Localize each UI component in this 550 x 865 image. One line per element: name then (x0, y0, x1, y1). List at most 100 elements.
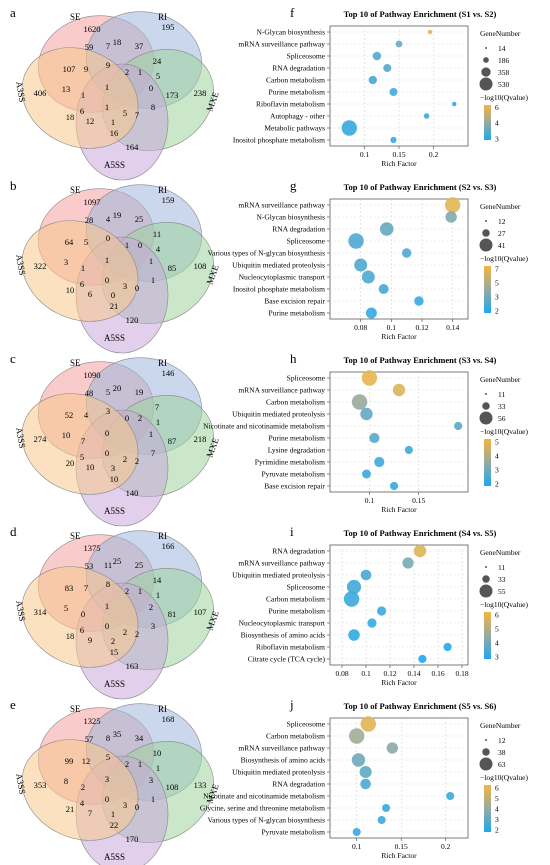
venn-region-value: 108 (194, 261, 207, 271)
venn-region-value: 0 (138, 240, 142, 250)
set-label-se: SE (70, 185, 81, 195)
set-label-se: SE (70, 12, 81, 22)
x-axis-label: Rich Factor (381, 332, 417, 341)
data-point (401, 248, 412, 258)
venn-region-value: 8 (106, 579, 110, 589)
color-legend-title: −log10(Qvalue) (480, 93, 528, 102)
venn-region-value: 2 (123, 627, 127, 637)
venn-region-value: 9 (84, 64, 88, 74)
venn-region-value: 1325 (84, 716, 101, 726)
y-tick-label: Carbon metabolism (266, 76, 325, 85)
color-legend-title: −log10(Qvalue) (480, 254, 528, 263)
venn-region-value: 52 (65, 410, 74, 420)
venn-region-value: 170 (126, 834, 139, 844)
size-legend-marker (482, 575, 490, 583)
venn-region-value: 0 (105, 621, 109, 631)
set-label-a5ss: A5SS (104, 852, 125, 862)
venn-region-value: 0 (81, 609, 85, 619)
y-tick-label: N-Glycan biosynthesis (256, 213, 325, 222)
venn-region-value: 25 (135, 560, 144, 570)
y-tick-label: Ubiquitin mediated proteolysis (232, 261, 325, 270)
data-point (372, 51, 382, 61)
venn-region-value: 15 (110, 647, 119, 657)
data-point (368, 75, 377, 85)
size-legend-label: 11 (498, 563, 505, 572)
venn-region-value: 21 (110, 301, 119, 311)
y-tick-label: Inositol phosphate metabolism (233, 285, 325, 294)
data-point (369, 432, 380, 444)
y-tick-label: Nicotinate and nicotinamide metabolism (203, 422, 325, 431)
y-tick-label: mRNA surveillance pathway (238, 386, 325, 395)
data-point (443, 642, 452, 652)
venn-region-value: 1097 (84, 197, 101, 207)
venn-region-value: 5 (106, 387, 110, 397)
venn-region-value: 0 (105, 794, 109, 804)
y-tick-label: Base excision repair (264, 297, 325, 306)
venn-region-value: 159 (162, 195, 175, 205)
y-tick-label: Pyrimidine metabolism (255, 458, 325, 467)
venn-region-value: 314 (34, 607, 48, 617)
y-tick-label: Carbon metabolism (266, 732, 325, 741)
color-legend-label: 2 (495, 480, 499, 489)
y-tick-label: Riboflavin metabolism (256, 100, 325, 109)
color-legend-label: 6 (495, 610, 499, 619)
venn-region-value: 0 (135, 802, 139, 812)
color-legend-label: 6 (495, 783, 499, 792)
y-tick-label: RNA degradation (272, 225, 325, 234)
venn-region-value: 2 (123, 454, 127, 464)
data-point (379, 222, 394, 236)
size-legend-marker (479, 411, 493, 425)
x-tick-label: 0.1 (360, 150, 370, 159)
venn-region-value: 0 (105, 448, 109, 458)
data-point (402, 557, 414, 569)
color-legend-label: 4 (495, 805, 499, 814)
data-point (354, 258, 368, 272)
venn-region-value: 35 (113, 729, 122, 739)
size-legend-label: 12 (498, 217, 506, 226)
data-point (444, 197, 461, 213)
venn-region-value: 1 (138, 67, 142, 77)
size-legend-label: 186 (498, 56, 510, 65)
venn-region-value: 3 (105, 774, 109, 784)
set-label-se: SE (70, 531, 81, 541)
venn-region-value: 21 (66, 804, 75, 814)
venn-set-a3ss (21, 47, 139, 149)
size-legend-marker (482, 748, 490, 756)
y-tick-label: RNA degradation (272, 780, 325, 789)
venn-region-value: 5 (64, 603, 68, 613)
size-legend-title: GeneNumber (480, 29, 521, 38)
venn-region-value: 146 (162, 368, 175, 378)
venn-region-value: 10 (62, 430, 71, 440)
set-label-a5ss: A5SS (104, 506, 125, 516)
x-axis-label: Rich Factor (381, 678, 417, 687)
y-tick-label: Ubiquitin mediated proteolysis (232, 768, 325, 777)
venn-region-value: 14 (153, 575, 162, 585)
size-legend-label: 33 (498, 575, 506, 584)
venn-region-value: 274 (34, 434, 48, 444)
size-legend-marker (485, 566, 487, 568)
data-point (392, 383, 406, 397)
y-tick-label: Lysine degradation (268, 446, 326, 455)
venn-region-value: 322 (34, 261, 47, 271)
venn-region-value: 4 (80, 798, 85, 808)
color-legend-label: 3 (495, 293, 499, 302)
data-point (377, 606, 387, 616)
bubble-chart-f: f Top 10 of Pathway Enrichment (S1 vs. S2… (233, 5, 529, 168)
venn-region-value: 24 (153, 56, 162, 66)
plot-frame (329, 544, 469, 666)
y-tick-label: Purine metabolism (269, 434, 326, 443)
x-tick-label: 0.2 (429, 150, 439, 159)
x-tick-label: 0.1 (365, 496, 375, 505)
color-legend-label: 2 (495, 826, 499, 835)
venn-region-value: 4 (84, 410, 89, 420)
data-point (374, 456, 385, 468)
y-tick-label: Purine metabolism (269, 309, 326, 318)
data-point (427, 29, 433, 35)
venn-region-value: 9 (106, 60, 110, 70)
venn-region-value: 1 (156, 417, 160, 427)
y-tick-label: Purine metabolism (269, 88, 326, 97)
y-tick-label: Pyruvate metabolism (261, 470, 325, 479)
size-legend-label: 11 (498, 390, 505, 399)
venn-region-value: 2 (81, 782, 85, 792)
